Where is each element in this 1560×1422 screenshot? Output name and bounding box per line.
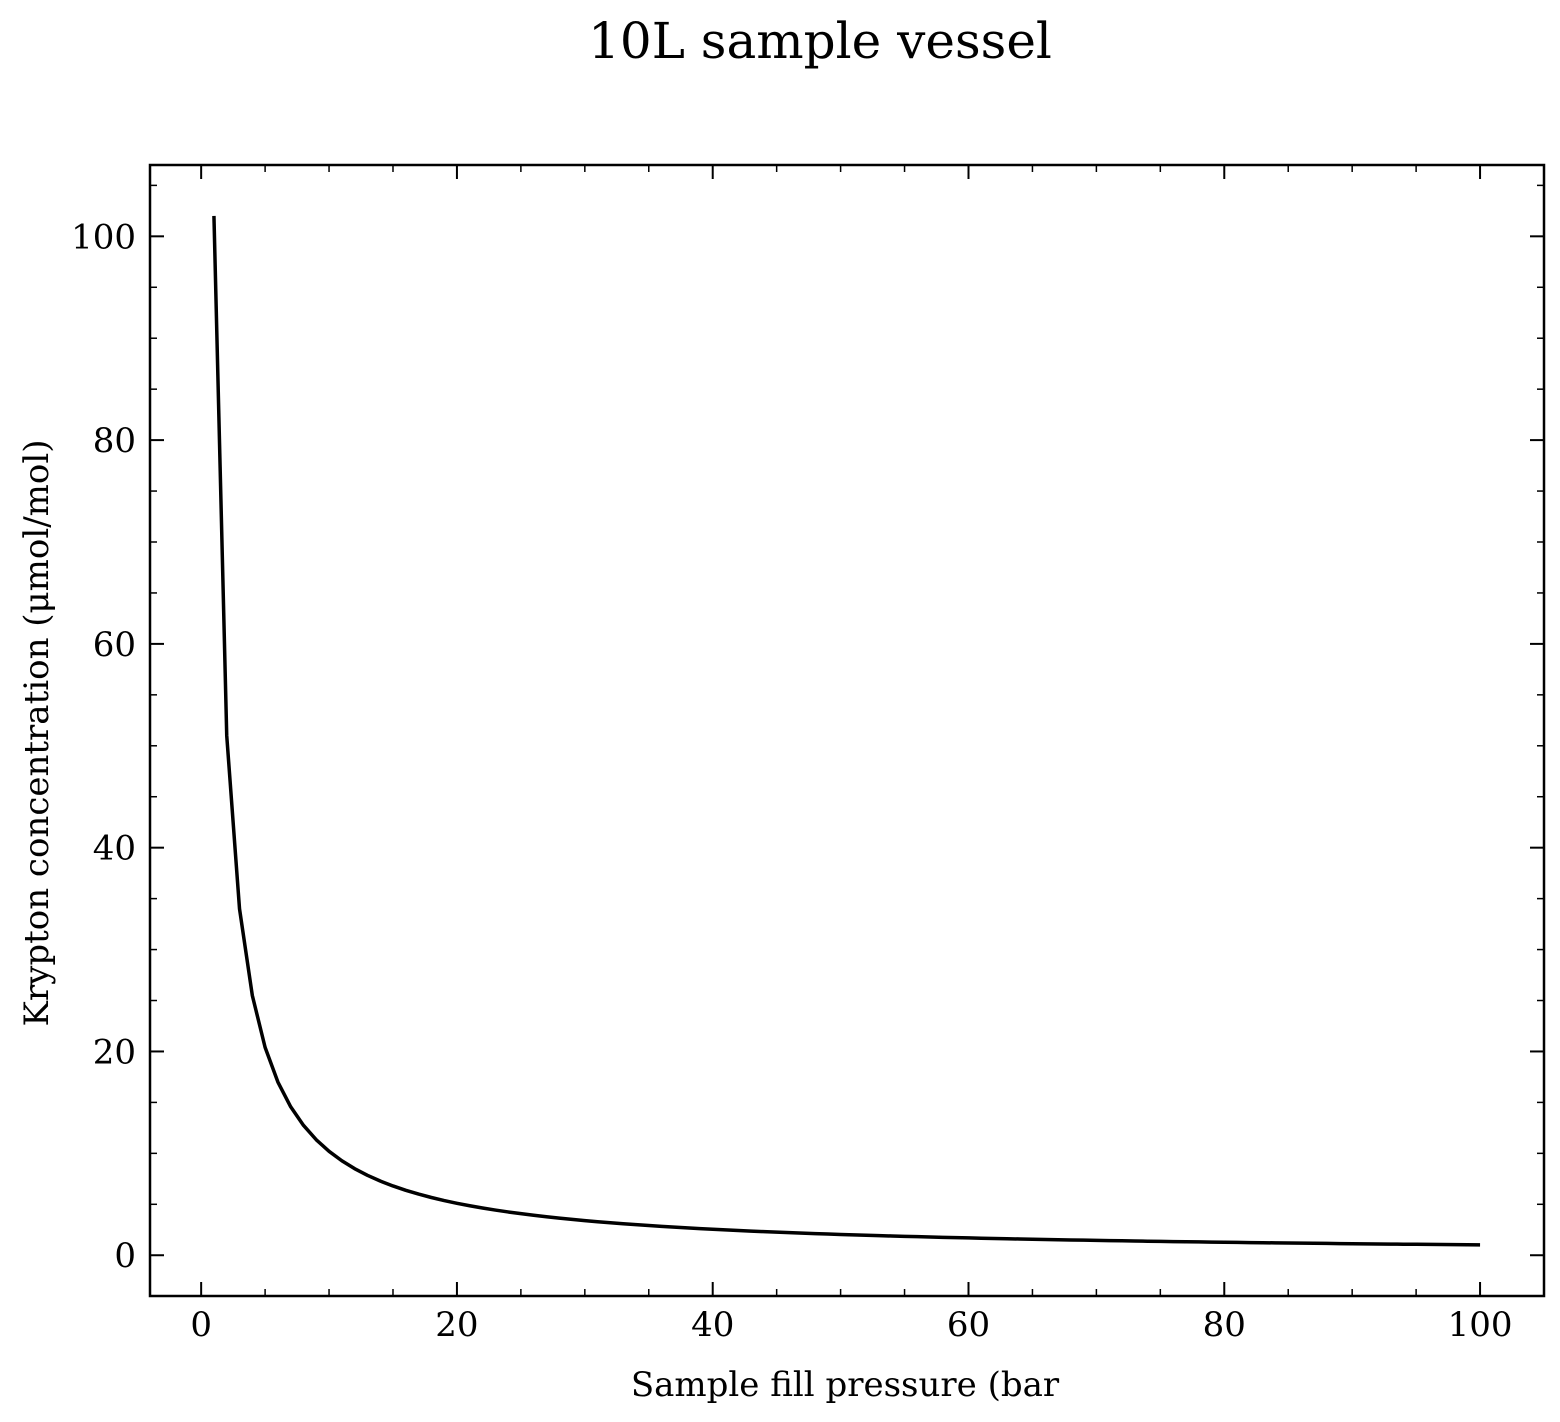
y-tick-label: 40	[93, 829, 136, 869]
x-tick-label: 40	[691, 1305, 734, 1345]
y-tick-label: 80	[93, 421, 136, 461]
x-ticks	[200, 165, 1545, 1296]
x-tick-label: 80	[1203, 1305, 1246, 1345]
x-tick-labels: 0 20 40 60 80 100	[190, 1305, 1512, 1345]
x-tick-label: 0	[190, 1305, 212, 1345]
y-tick-label: 100	[71, 217, 136, 257]
x-tick-label: 20	[435, 1305, 478, 1345]
x-tick-label: 100	[1448, 1305, 1513, 1345]
y-tick-labels: 0 20 40 60 80 100	[71, 217, 136, 1276]
y-ticks	[150, 184, 1544, 1257]
y-tick-label: 0	[114, 1236, 136, 1276]
series-line	[212, 215, 1481, 1247]
y-axis-label: Krypton concentration (μmol/mol)	[17, 439, 57, 1026]
x-tick-label: 60	[947, 1305, 990, 1345]
plot-frame	[148, 163, 1546, 1298]
y-tick-label: 20	[93, 1032, 136, 1072]
x-axis-label: Sample fill pressure (bar	[631, 1365, 1060, 1405]
chart-title: 10L sample vessel	[588, 12, 1052, 70]
y-tick-label: 60	[93, 625, 136, 665]
